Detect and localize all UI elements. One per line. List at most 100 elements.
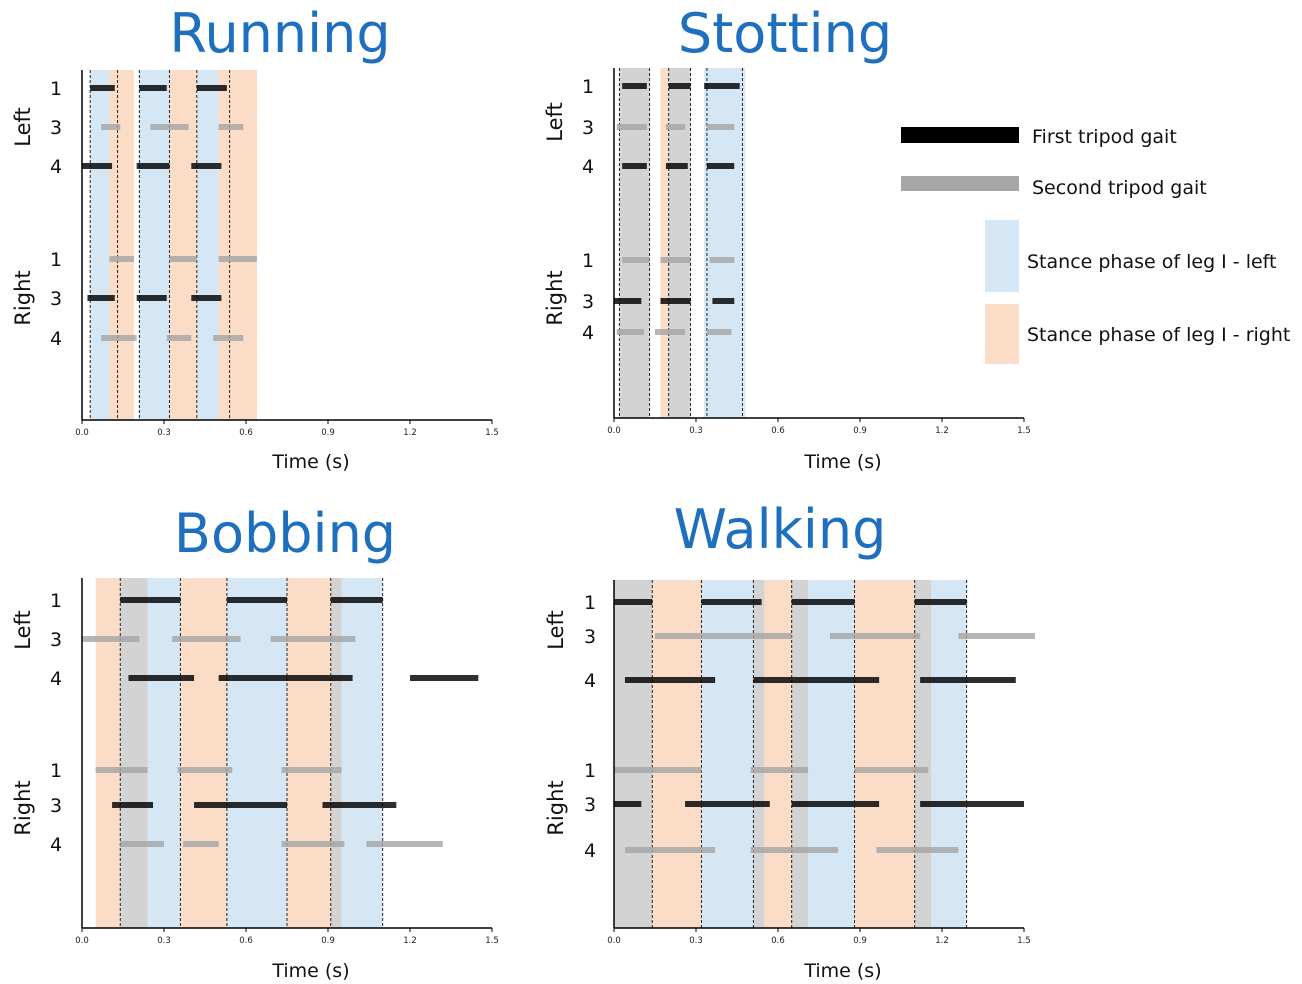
stance-right-band	[287, 578, 331, 928]
leg-row-label: 3	[50, 288, 62, 310]
x-tick-label: 0.9	[853, 426, 867, 436]
x-tick-label: 0.9	[853, 936, 867, 946]
stance-left-band	[139, 70, 170, 420]
stance-both-band	[791, 580, 809, 928]
x-tick-label: 1.2	[935, 936, 949, 946]
leg-row-label: 1	[50, 249, 62, 271]
leg-row-label: 1	[50, 760, 62, 782]
x-tick-label: 0.0	[607, 936, 621, 946]
stance-right-band	[169, 70, 197, 420]
x-axis-title: Time (s)	[271, 451, 349, 473]
stance-right-band	[660, 68, 672, 418]
x-tick-label: 0.3	[689, 936, 703, 946]
leg-row-label: 1	[584, 760, 596, 782]
leg-row-label: 3	[584, 626, 596, 648]
panel-title: Bobbing	[174, 502, 396, 565]
stance-both-band	[120, 578, 148, 928]
stance-right-band	[854, 580, 915, 928]
leg-row-label: 1	[50, 78, 62, 100]
x-tick-label: 1.2	[935, 426, 949, 436]
leg-row-label: 3	[582, 117, 594, 139]
x-tick-label: 0.6	[239, 936, 253, 946]
legend: First tripod gait Second tripod gait Sta…	[901, 126, 1290, 364]
side-label-left: Left	[544, 610, 568, 650]
leg-row-label: 3	[584, 794, 596, 816]
stance-right-band	[218, 70, 257, 420]
x-tick-label: 0.3	[157, 428, 171, 438]
leg-row-label: 4	[584, 670, 596, 692]
stance-left-band	[701, 580, 754, 928]
stance-left-band	[226, 578, 287, 928]
stance-left-band	[90, 70, 113, 420]
stance-both-band	[619, 68, 650, 418]
x-tick-label: 0.0	[75, 936, 89, 946]
x-tick-label: 1.5	[485, 428, 499, 438]
legend-label-second-tripod: Second tripod gait	[1032, 177, 1207, 199]
x-tick-label: 1.5	[485, 936, 499, 946]
side-label-left: Left	[11, 107, 35, 147]
leg-row-label: 4	[50, 668, 62, 690]
leg-row-label: 4	[582, 156, 594, 178]
leg-row-label: 1	[582, 250, 594, 272]
stance-both-band	[330, 578, 342, 928]
side-label-left: Left	[11, 610, 35, 650]
x-tick-label: 0.0	[75, 428, 89, 438]
x-tick-label: 1.5	[1017, 936, 1031, 946]
panel-bobbing: 0.0 0.3 0.6 0.9 1.2 1.5 1 3 4 1 3 4 Left Right Time (s…	[11, 502, 499, 982]
stance-right-band	[764, 580, 792, 928]
leg-row-label: 1	[582, 76, 594, 98]
panel-walking: 0.0 0.3 0.6 0.9 1.2 1.5 1 3 4 1 3 4 Left Right Time (s…	[544, 498, 1035, 982]
legend-swatch-second-tripod	[901, 176, 1019, 191]
leg-row-label: 4	[50, 156, 62, 178]
side-label-right: Right	[544, 780, 568, 835]
x-axis-title: Time (s)	[803, 960, 881, 982]
x-axis-title: Time (s)	[271, 960, 349, 982]
x-tick-label: 1.2	[403, 428, 417, 438]
legend-label-first-tripod: First tripod gait	[1032, 126, 1177, 148]
leg-row-label: 3	[582, 291, 594, 313]
stance-both-band	[614, 580, 653, 928]
leg-row-label: 3	[50, 795, 62, 817]
x-tick-label: 0.3	[157, 936, 171, 946]
x-axis-title: Time (s)	[803, 451, 881, 473]
x-tick-label: 0.3	[689, 426, 703, 436]
legend-swatch-first-tripod	[901, 127, 1019, 143]
x-tick-label: 0.6	[771, 936, 785, 946]
x-tick-label: 0.9	[321, 428, 335, 438]
leg-row-label: 4	[50, 834, 62, 856]
side-label-right: Right	[543, 270, 567, 325]
stance-both-band	[668, 68, 691, 418]
stance-both-band	[914, 580, 932, 928]
panel-stotting: 0.0 0.3 0.6 0.9 1.2 1.5 1 3 4 1 3 4 Left Right Time (s…	[543, 2, 1031, 473]
leg-row-label: 4	[50, 328, 62, 350]
stance-right-band	[652, 580, 702, 928]
x-tick-label: 1.2	[403, 936, 417, 946]
legend-label-stance-left: Stance phase of leg I - left	[1027, 251, 1276, 273]
leg-row-label: 4	[582, 322, 594, 344]
side-label-right: Right	[11, 780, 35, 835]
panels-layer: 0.0 0.3 0.6 0.9 1.2 1.5 1 3 4 1 3 4 Left Right Time (s…	[11, 2, 1035, 982]
stance-left-band	[808, 580, 855, 928]
stance-left-band	[704, 68, 746, 418]
side-label-right: Right	[11, 270, 35, 325]
stance-left-band	[341, 578, 383, 928]
stance-right-band	[95, 578, 121, 928]
leg-row-label: 3	[50, 629, 62, 651]
panel-title: Walking	[674, 498, 887, 561]
x-tick-label: 0.0	[607, 426, 621, 436]
stance-left-band	[931, 580, 967, 928]
x-tick-label: 1.5	[1017, 426, 1031, 436]
legend-swatch-stance-left	[985, 220, 1019, 292]
stance-right-band	[180, 578, 227, 928]
x-tick-label: 0.9	[321, 936, 335, 946]
stance-right-band	[109, 70, 134, 420]
leg-row-label: 4	[584, 840, 596, 862]
x-tick-label: 0.6	[239, 428, 253, 438]
panel-running: 0.0 0.3 0.6 0.9 1.2 1.5 1 3 4 1 3 4 Left Right Time (s…	[11, 2, 499, 473]
stance-left-band	[147, 578, 181, 928]
side-label-left: Left	[543, 102, 567, 142]
leg-row-label: 3	[50, 117, 62, 139]
panel-title: Stotting	[678, 2, 892, 65]
panel-title: Running	[169, 2, 390, 65]
